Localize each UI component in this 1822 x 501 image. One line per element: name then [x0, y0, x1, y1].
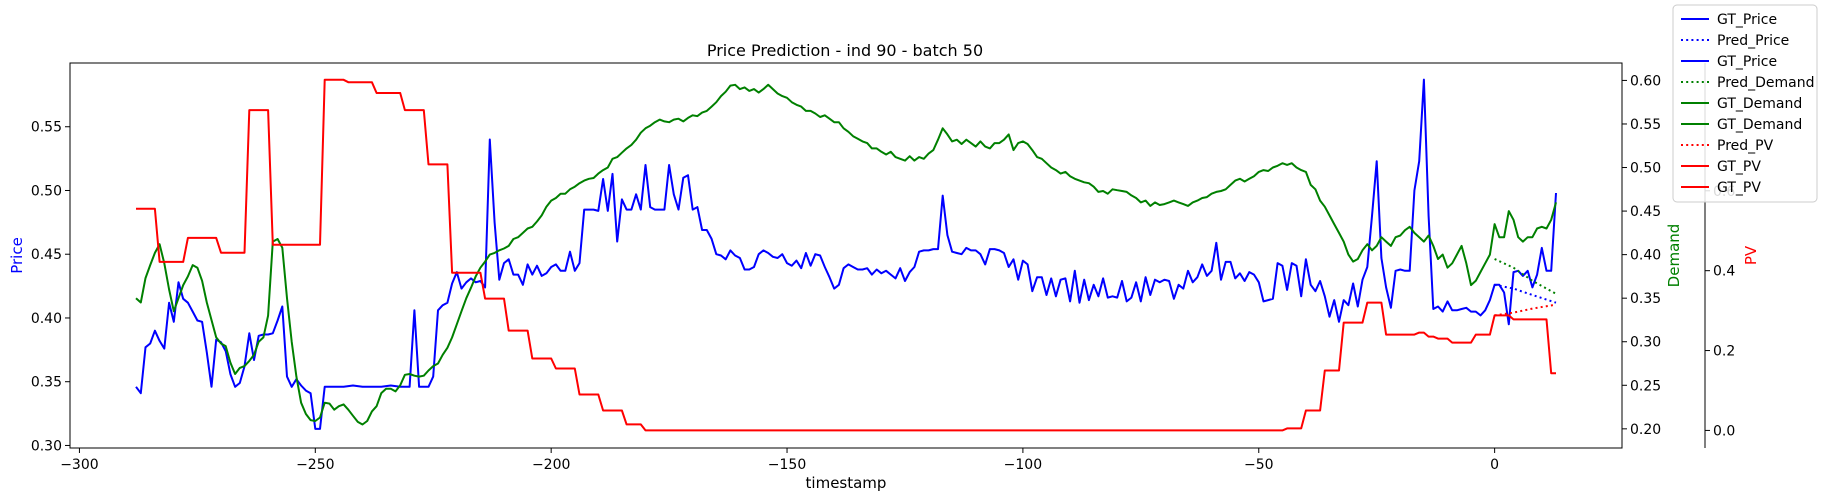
series-pred-demand-line [1494, 258, 1557, 295]
legend-item: GT_PV [1681, 159, 1761, 175]
legend-item: GT_Demand [1681, 96, 1802, 112]
demand-tick-label: 0.20 [1630, 422, 1661, 438]
demand-tick-label: 0.55 [1630, 117, 1661, 133]
legend-label: Pred_PV [1717, 138, 1774, 154]
pv-axis-label: PV [1742, 245, 1760, 265]
x-tick-label: −250 [296, 457, 334, 473]
legend-label: GT_Price [1717, 12, 1777, 28]
legend-label: GT_Price [1717, 54, 1777, 70]
chart-title: Price Prediction - ind 90 - batch 50 [707, 41, 983, 60]
series-gt-pv-line [136, 78, 1556, 432]
x-axis-label: timestamp [806, 474, 887, 492]
price-tick-label: 0.40 [31, 311, 62, 327]
legend-box [1672, 4, 1818, 203]
price-tick-label: 0.55 [31, 120, 62, 136]
price-tick-label: 0.30 [31, 438, 62, 454]
x-tick-label: −50 [1244, 457, 1274, 473]
legend-item: Pred_Demand [1681, 75, 1815, 91]
pv-tick-label: 0.0 [1713, 423, 1735, 439]
legend-label: Pred_Price [1717, 33, 1789, 49]
demand-axis-label: Demand [1665, 224, 1683, 288]
x-tick-label: −300 [60, 457, 98, 473]
legend-item: Pred_Price [1681, 33, 1789, 49]
pv-tick-label: 0.2 [1713, 344, 1735, 360]
legend-label: GT_Demand [1717, 96, 1802, 112]
price-tick-label: 0.35 [31, 375, 62, 391]
demand-tick-label: 0.40 [1630, 248, 1661, 264]
demand-tick-label: 0.35 [1630, 291, 1661, 307]
legend-item: GT_Demand [1681, 117, 1802, 133]
legend-label: GT_Demand [1717, 117, 1802, 133]
legend-label: GT_PV [1717, 180, 1761, 196]
x-tick-label: −150 [768, 457, 806, 473]
legend-item: Pred_PV [1681, 138, 1774, 154]
legend: GT_Price Pred_Price GT_Price Pred_Demand GT_… [1672, 4, 1818, 203]
x-tick-label: −200 [532, 457, 570, 473]
legend-item: GT_Price [1681, 54, 1777, 70]
series-layer [135, 78, 1557, 432]
demand-tick-label: 0.60 [1630, 73, 1661, 89]
series-pred-pv-line [1494, 303, 1557, 317]
price-axis-label: Price [8, 237, 26, 274]
legend-label: GT_PV [1717, 159, 1761, 175]
demand-tick-label: 0.30 [1630, 335, 1661, 351]
demand-tick-label: 0.50 [1630, 161, 1661, 177]
plot-frame [69, 62, 1623, 449]
legend-item: GT_PV [1681, 180, 1761, 196]
demand-tick-label: 0.45 [1630, 204, 1661, 220]
legend-item: GT_Price [1681, 12, 1777, 28]
series-gt-price-line [135, 78, 1557, 430]
series-gt-demand-line [135, 83, 1557, 426]
x-tick-label: 0 [1490, 457, 1499, 473]
legend-label: Pred_Demand [1717, 75, 1815, 91]
price-tick-label: 0.45 [31, 247, 62, 263]
pv-tick-label: 0.4 [1713, 264, 1735, 280]
x-tick-label: −100 [1004, 457, 1042, 473]
demand-tick-label: 0.25 [1630, 378, 1661, 394]
price-tick-label: 0.50 [31, 183, 62, 199]
